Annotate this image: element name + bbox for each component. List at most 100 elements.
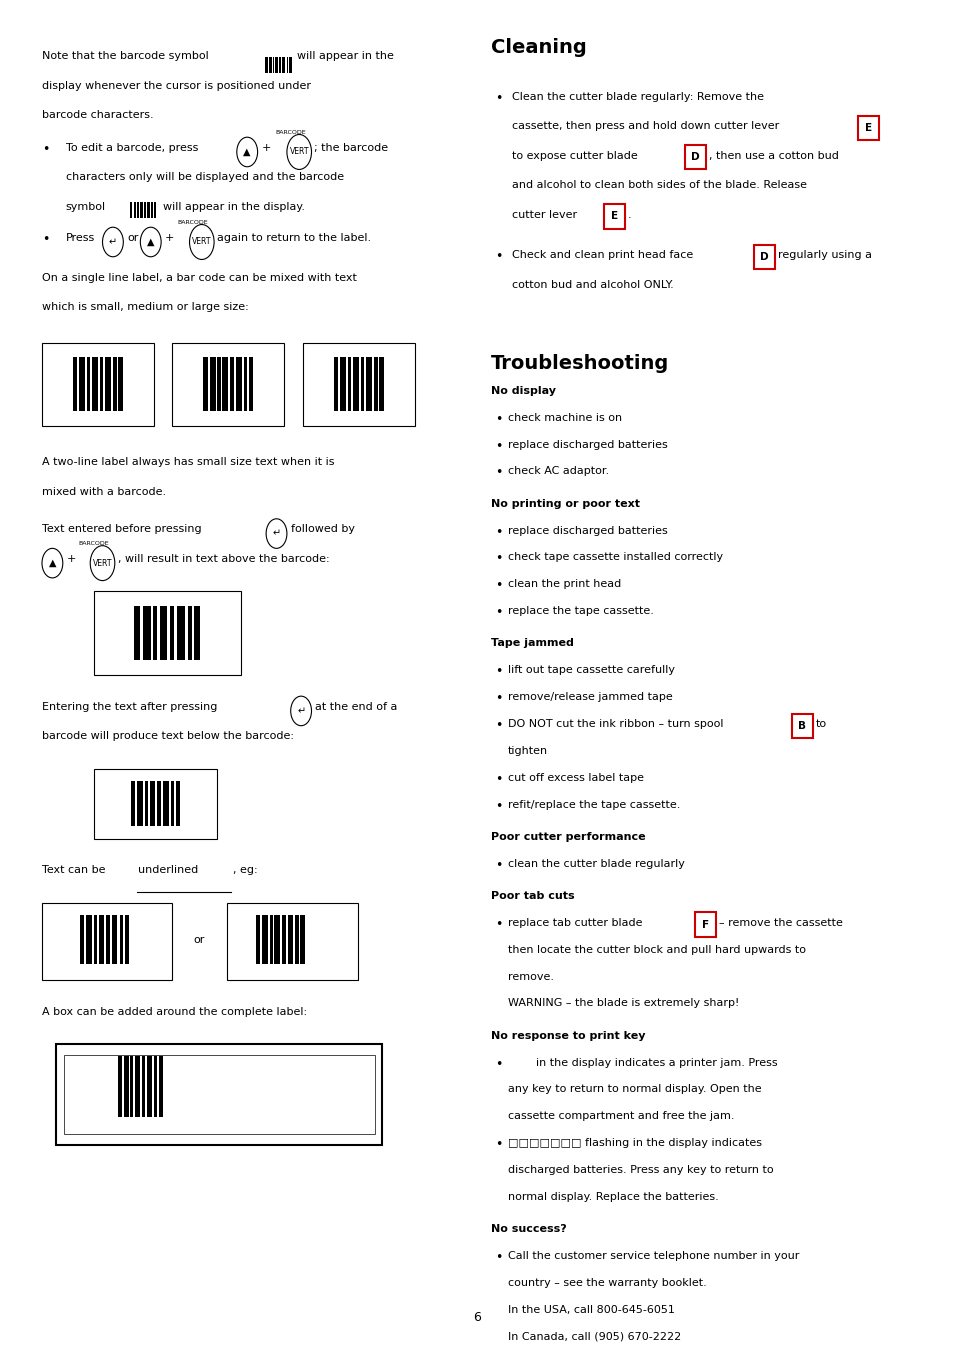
Bar <box>152 201 153 218</box>
Text: check AC adaptor.: check AC adaptor. <box>508 466 609 476</box>
Bar <box>125 914 129 964</box>
Text: •: • <box>42 142 50 155</box>
Bar <box>286 57 288 73</box>
Text: clean the cutter blade regularly: clean the cutter blade regularly <box>508 859 684 869</box>
Bar <box>42 343 153 426</box>
Text: In Canada, call (905) 670-2222: In Canada, call (905) 670-2222 <box>508 1332 680 1341</box>
Text: Poor cutter performance: Poor cutter performance <box>491 831 645 842</box>
Text: ; the barcode: ; the barcode <box>314 142 388 153</box>
Bar <box>144 201 146 218</box>
Bar <box>217 357 220 411</box>
Text: VERT: VERT <box>192 238 212 246</box>
Text: ↵: ↵ <box>273 529 280 538</box>
Text: B: B <box>798 721 805 730</box>
Bar <box>289 57 292 73</box>
Text: VERT: VERT <box>92 558 112 568</box>
Text: cut off excess label tape: cut off excess label tape <box>508 773 643 783</box>
Text: Poor tab cuts: Poor tab cuts <box>491 891 575 900</box>
Bar <box>113 357 116 411</box>
Text: No printing or poor text: No printing or poor text <box>491 499 639 508</box>
Bar <box>93 914 97 964</box>
Text: cotton bud and alcohol ONLY.: cotton bud and alcohol ONLY. <box>512 280 673 289</box>
Text: barcode characters.: barcode characters. <box>42 111 153 120</box>
Bar <box>275 57 278 73</box>
Text: WARNING – the blade is extremely sharp!: WARNING – the blade is extremely sharp! <box>508 999 739 1009</box>
Text: +: + <box>67 554 76 564</box>
Text: then locate the cutter block and pull hard upwards to: then locate the cutter block and pull ha… <box>508 945 805 955</box>
Bar <box>379 357 383 411</box>
Bar <box>112 914 117 964</box>
Text: , eg:: , eg: <box>233 865 257 876</box>
Text: normal display. Replace the batteries.: normal display. Replace the batteries. <box>508 1192 719 1202</box>
Text: Cleaning: Cleaning <box>491 38 586 57</box>
Text: will appear in the: will appear in the <box>297 51 394 61</box>
Text: tighten: tighten <box>508 746 548 756</box>
Bar <box>153 201 156 218</box>
Text: Text entered before pressing: Text entered before pressing <box>42 525 201 534</box>
Text: •: • <box>495 412 502 426</box>
Text: Troubleshooting: Troubleshooting <box>491 353 669 373</box>
Bar <box>79 357 85 411</box>
Bar <box>117 1056 122 1117</box>
Bar <box>857 116 878 139</box>
Text: E: E <box>610 211 617 222</box>
Text: •: • <box>495 92 502 104</box>
Text: •: • <box>495 579 502 592</box>
Text: •: • <box>495 1138 502 1151</box>
Bar <box>230 357 233 411</box>
Text: Text can be: Text can be <box>42 865 109 876</box>
Bar <box>130 201 132 218</box>
Text: check tape cassette installed correctly: check tape cassette installed correctly <box>508 553 722 562</box>
Text: •: • <box>495 439 502 453</box>
Bar <box>227 903 357 980</box>
Text: Check and clean print head face: Check and clean print head face <box>512 250 693 260</box>
Text: remove.: remove. <box>508 972 554 982</box>
Bar <box>147 1056 152 1117</box>
Text: symbol: symbol <box>66 201 106 212</box>
Text: •: • <box>495 859 502 872</box>
Bar <box>255 914 260 964</box>
Text: or: or <box>127 233 138 242</box>
Text: +: + <box>261 142 271 153</box>
Text: remove/release jammed tape: remove/release jammed tape <box>508 692 672 702</box>
Bar <box>753 245 774 269</box>
Bar <box>118 357 123 411</box>
Text: and alcohol to clean both sides of the blade. Release: and alcohol to clean both sides of the b… <box>512 180 806 191</box>
Text: •: • <box>495 918 502 932</box>
Bar <box>137 781 143 826</box>
Text: DO NOT cut the ink ribbon – turn spool: DO NOT cut the ink ribbon – turn spool <box>508 719 723 729</box>
Text: followed by: followed by <box>291 525 355 534</box>
Bar <box>171 781 174 826</box>
Bar <box>684 145 705 169</box>
Text: – remove the cassette: – remove the cassette <box>719 918 842 927</box>
Text: ▲: ▲ <box>49 558 56 568</box>
Text: replace the tape cassette.: replace the tape cassette. <box>508 606 654 617</box>
Text: which is small, medium or large size:: which is small, medium or large size: <box>42 303 249 312</box>
Text: will appear in the display.: will appear in the display. <box>163 201 305 212</box>
Bar <box>159 1056 163 1117</box>
Bar <box>235 357 241 411</box>
Bar <box>170 606 174 660</box>
Text: barcode will produce text below the barcode:: barcode will produce text below the barc… <box>42 731 294 741</box>
Text: ↵: ↵ <box>296 706 305 717</box>
Text: •: • <box>495 799 502 813</box>
Bar <box>374 357 377 411</box>
Text: In the USA, call 800-645-6051: In the USA, call 800-645-6051 <box>508 1305 675 1315</box>
Bar <box>262 914 268 964</box>
Bar <box>154 1056 157 1117</box>
Bar <box>94 591 240 675</box>
Text: On a single line label, a bar code can be mixed with text: On a single line label, a bar code can b… <box>42 273 356 283</box>
Bar <box>87 357 91 411</box>
Bar <box>334 357 338 411</box>
Text: •: • <box>495 719 502 731</box>
Bar <box>143 606 151 660</box>
Text: A box can be added around the complete label:: A box can be added around the complete l… <box>42 1006 307 1017</box>
Bar <box>249 357 253 411</box>
Text: Clean the cutter blade regularly: Remove the: Clean the cutter blade regularly: Remove… <box>512 92 763 101</box>
Text: lift out tape cassette carefully: lift out tape cassette carefully <box>508 665 675 675</box>
Bar <box>80 914 84 964</box>
Text: mixed with a barcode.: mixed with a barcode. <box>42 487 166 496</box>
Text: display whenever the cursor is positioned under: display whenever the cursor is positione… <box>42 81 311 91</box>
Bar <box>142 1056 145 1117</box>
Bar <box>152 606 157 660</box>
